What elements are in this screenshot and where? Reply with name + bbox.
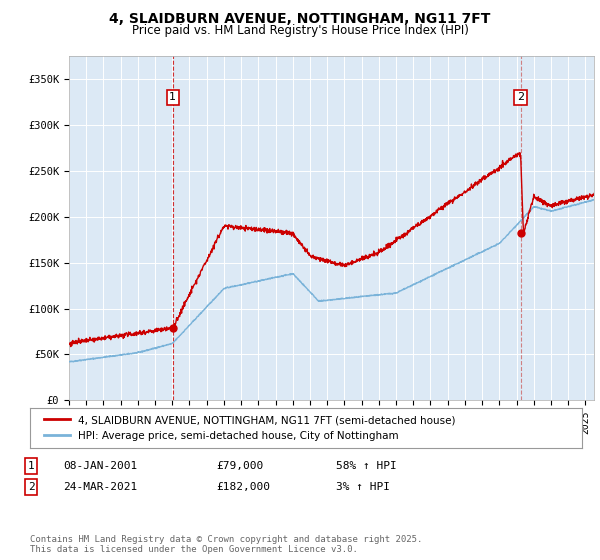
Text: 08-JAN-2001: 08-JAN-2001 — [63, 461, 137, 471]
Text: 4, SLAIDBURN AVENUE, NOTTINGHAM, NG11 7FT: 4, SLAIDBURN AVENUE, NOTTINGHAM, NG11 7F… — [109, 12, 491, 26]
Text: 2: 2 — [28, 482, 35, 492]
Text: 58% ↑ HPI: 58% ↑ HPI — [336, 461, 397, 471]
Text: 2: 2 — [517, 92, 524, 102]
Text: 24-MAR-2021: 24-MAR-2021 — [63, 482, 137, 492]
Legend: 4, SLAIDBURN AVENUE, NOTTINGHAM, NG11 7FT (semi-detached house), HPI: Average pr: 4, SLAIDBURN AVENUE, NOTTINGHAM, NG11 7F… — [41, 412, 459, 444]
Text: £79,000: £79,000 — [216, 461, 263, 471]
Text: 1: 1 — [169, 92, 176, 102]
Text: 3% ↑ HPI: 3% ↑ HPI — [336, 482, 390, 492]
Text: £182,000: £182,000 — [216, 482, 270, 492]
Text: Price paid vs. HM Land Registry's House Price Index (HPI): Price paid vs. HM Land Registry's House … — [131, 24, 469, 36]
Text: 1: 1 — [28, 461, 35, 471]
Text: Contains HM Land Registry data © Crown copyright and database right 2025.
This d: Contains HM Land Registry data © Crown c… — [30, 535, 422, 554]
